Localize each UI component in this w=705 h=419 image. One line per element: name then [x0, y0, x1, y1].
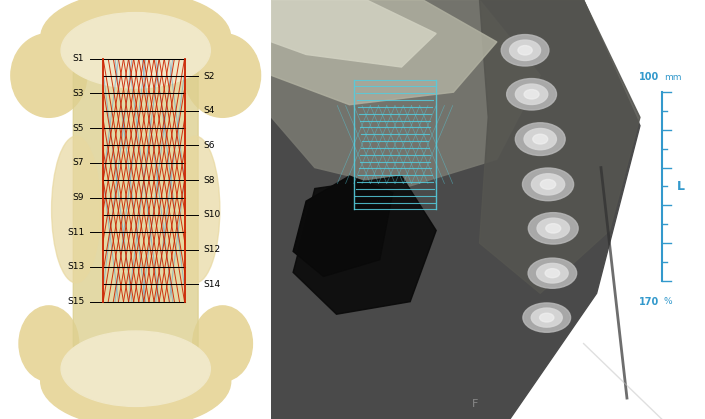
Polygon shape [293, 176, 436, 314]
Ellipse shape [537, 264, 568, 283]
Ellipse shape [507, 79, 556, 110]
Ellipse shape [192, 306, 252, 381]
Ellipse shape [518, 46, 532, 55]
Text: S4: S4 [204, 106, 215, 115]
Ellipse shape [528, 258, 577, 288]
Text: %: % [664, 297, 673, 306]
Polygon shape [271, 0, 640, 419]
Text: S2: S2 [204, 72, 215, 80]
Polygon shape [271, 0, 497, 105]
Ellipse shape [61, 331, 210, 406]
Ellipse shape [539, 313, 554, 322]
Text: S6: S6 [204, 141, 215, 150]
Text: S15: S15 [67, 297, 84, 306]
Ellipse shape [532, 308, 563, 327]
Ellipse shape [41, 0, 231, 84]
Ellipse shape [185, 34, 261, 117]
FancyBboxPatch shape [73, 63, 198, 356]
Text: F: F [472, 398, 479, 409]
Text: 100: 100 [639, 72, 659, 82]
Polygon shape [271, 0, 540, 189]
Text: S11: S11 [67, 228, 84, 237]
Polygon shape [271, 0, 436, 67]
Ellipse shape [510, 40, 541, 60]
Ellipse shape [524, 90, 539, 99]
Ellipse shape [537, 218, 570, 238]
Text: S3: S3 [73, 89, 84, 98]
Text: S10: S10 [204, 210, 221, 220]
Text: S7: S7 [73, 158, 84, 167]
Polygon shape [293, 176, 393, 277]
Ellipse shape [501, 35, 549, 66]
Text: S1: S1 [73, 54, 84, 63]
Ellipse shape [532, 174, 565, 195]
Text: 170: 170 [639, 297, 659, 308]
Ellipse shape [533, 134, 548, 144]
Text: S5: S5 [73, 124, 84, 132]
Ellipse shape [524, 129, 556, 150]
Ellipse shape [41, 335, 231, 419]
Ellipse shape [523, 303, 570, 332]
Ellipse shape [51, 136, 100, 283]
Ellipse shape [522, 168, 574, 201]
Text: S12: S12 [204, 245, 221, 254]
Ellipse shape [11, 34, 87, 117]
Ellipse shape [515, 84, 548, 104]
Polygon shape [479, 0, 640, 293]
Text: S8: S8 [204, 176, 215, 185]
Text: mm: mm [664, 73, 681, 82]
Ellipse shape [545, 269, 560, 278]
Ellipse shape [515, 123, 565, 155]
Text: S9: S9 [73, 193, 84, 202]
Ellipse shape [540, 179, 556, 189]
Ellipse shape [19, 306, 79, 381]
Text: S14: S14 [204, 280, 221, 289]
Text: L: L [677, 180, 685, 193]
Ellipse shape [528, 212, 578, 244]
Ellipse shape [171, 136, 220, 283]
Ellipse shape [546, 224, 560, 233]
Text: S13: S13 [67, 262, 84, 272]
Ellipse shape [61, 13, 210, 88]
